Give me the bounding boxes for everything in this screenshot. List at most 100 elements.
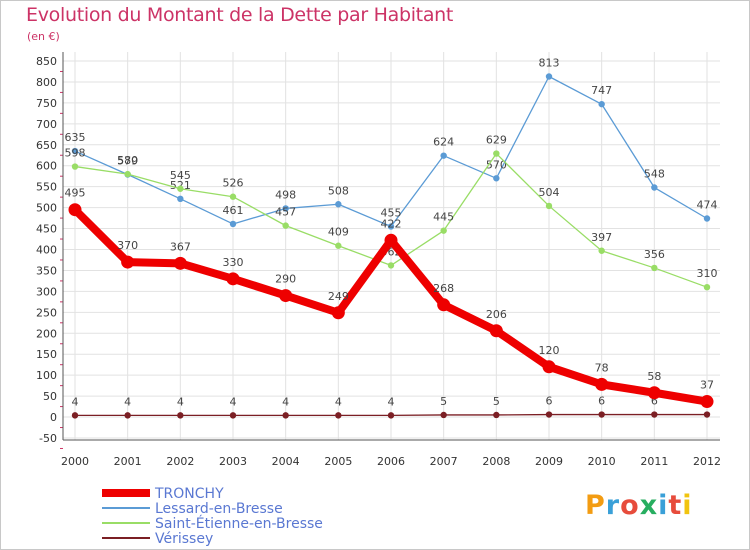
data-label: 330: [223, 256, 244, 269]
data-label: 635: [65, 131, 86, 144]
x-tick-label: 2001: [114, 455, 142, 468]
data-label: 579: [117, 155, 138, 168]
x-tick-label: 2005: [324, 455, 352, 468]
y-tick-label: -50: [39, 432, 57, 445]
logo-letter: i: [658, 490, 669, 521]
data-point: [282, 222, 289, 229]
data-point: [703, 411, 711, 418]
data-point: [545, 202, 553, 210]
data-label: 5: [440, 395, 447, 408]
data-point: [700, 395, 714, 409]
y-tick-label: 400: [36, 244, 57, 257]
data-label: 4: [282, 395, 289, 408]
x-tick-label: 2010: [588, 455, 616, 468]
data-point: [387, 262, 395, 269]
data-point: [335, 412, 342, 419]
data-point: [598, 100, 605, 108]
data-label: 367: [170, 240, 191, 253]
data-label: 474: [697, 199, 718, 212]
data-point: [387, 412, 395, 419]
data-point: [489, 324, 503, 338]
data-label: 6: [651, 395, 658, 408]
data-point: [387, 223, 395, 230]
data-point: [651, 264, 658, 272]
legend-label: Saint-Étienne-en-Bresse: [155, 515, 323, 532]
data-label: 249: [328, 290, 349, 303]
x-tick-label: 2009: [535, 455, 563, 468]
data-point: [71, 163, 79, 170]
data-label: 495: [65, 187, 86, 200]
data-label: 422: [381, 217, 402, 230]
y-tick-label: 850: [36, 55, 57, 68]
y-tick-label: 100: [36, 369, 57, 382]
data-point: [493, 150, 500, 157]
chart-title: Evolution du Montant de la Dette par Hab…: [26, 4, 454, 26]
y-tick-label: 0: [50, 411, 57, 424]
y-tick-label: 700: [36, 118, 57, 131]
data-point: [124, 412, 131, 419]
data-point: [493, 411, 500, 419]
data-point: [68, 203, 82, 217]
x-tick-label: 2002: [166, 455, 194, 468]
data-label: 598: [65, 147, 86, 160]
x-tick-label: 2007: [430, 455, 458, 468]
data-point: [124, 170, 131, 178]
y-tick-label: 750: [36, 97, 57, 110]
y-tick-label: 600: [36, 160, 57, 173]
data-point: [703, 284, 711, 291]
data-label: 58: [647, 370, 661, 383]
data-point: [598, 411, 605, 418]
data-label: 268: [433, 282, 454, 295]
data-label: 37: [700, 379, 714, 392]
data-label: 624: [433, 136, 454, 149]
data-label: 461: [223, 204, 244, 217]
data-point: [226, 272, 240, 286]
data-point: [121, 255, 135, 269]
x-tick-label: 2008: [482, 455, 510, 468]
y-tick-label: 200: [36, 327, 57, 340]
x-tick-label: 2004: [272, 455, 300, 468]
legend-label: Lessard-en-Bresse: [155, 501, 283, 517]
data-point: [335, 201, 342, 208]
data-label: 6: [598, 395, 605, 408]
data-label: 548: [644, 168, 665, 181]
legend-label: TRONCHY: [154, 486, 224, 502]
y-tick-label: 650: [36, 139, 57, 152]
data-point: [493, 175, 500, 182]
logo-letter: o: [620, 490, 640, 521]
data-point: [545, 73, 553, 80]
data-label: 4: [177, 395, 184, 408]
data-label: 78: [595, 361, 609, 374]
data-label: 4: [388, 395, 395, 408]
data-point: [542, 360, 556, 374]
data-label: 455: [381, 206, 402, 219]
data-point: [229, 220, 237, 228]
y-tick-label: 450: [36, 223, 57, 236]
data-label: 4: [124, 395, 131, 408]
data-point: [279, 289, 293, 303]
data-label: 4: [230, 395, 237, 408]
data-label: 526: [223, 177, 244, 190]
chart-subtitle: (en €): [27, 30, 60, 43]
data-point: [173, 256, 187, 270]
data-label: 120: [539, 344, 560, 357]
data-point: [545, 411, 553, 418]
data-point: [282, 412, 289, 419]
data-point: [335, 242, 342, 249]
data-label: 4: [72, 395, 79, 408]
data-point: [647, 386, 661, 400]
data-point: [440, 227, 447, 234]
data-label: 6: [546, 395, 553, 408]
y-tick-label: 250: [36, 306, 57, 319]
data-point: [177, 185, 184, 192]
data-label: 508: [328, 184, 349, 197]
data-label: 5: [493, 395, 500, 408]
data-label: 206: [486, 308, 507, 321]
data-point: [440, 152, 447, 159]
data-point: [282, 205, 289, 212]
data-label: 504: [539, 186, 560, 199]
data-point: [177, 195, 184, 203]
data-point: [703, 215, 711, 222]
